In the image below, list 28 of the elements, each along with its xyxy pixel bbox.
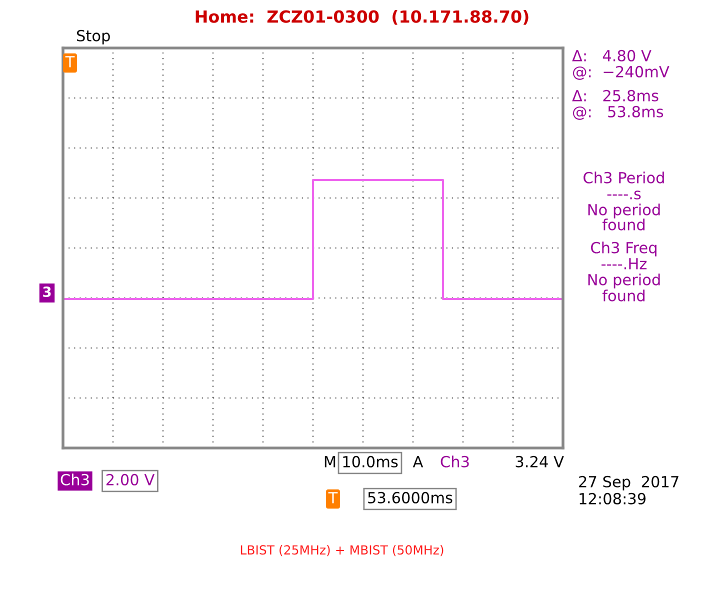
text: ----.Hz bbox=[602, 258, 647, 270]
chart-title: Home: ZCZ01-0300 (10.171.88.70) bbox=[196, 10, 528, 25]
text: found bbox=[602, 218, 645, 230]
text: Ch3 bbox=[440, 456, 469, 468]
text: @: 53.8ms bbox=[573, 106, 664, 120]
text: A bbox=[412, 456, 424, 468]
text: T bbox=[328, 492, 338, 504]
text: T bbox=[65, 56, 75, 68]
series-label: 3 bbox=[43, 286, 51, 298]
text: Δ: 25.8ms bbox=[572, 90, 658, 102]
text: Ch3 Freq bbox=[591, 242, 656, 256]
text: No period bbox=[588, 204, 660, 218]
text: No period bbox=[588, 274, 660, 288]
text: Ch3 bbox=[60, 474, 89, 486]
text: 53.6000ms bbox=[368, 492, 452, 504]
text: @: −240mV bbox=[573, 66, 670, 80]
text: Stop bbox=[77, 30, 110, 44]
text: Ch3 Period bbox=[584, 172, 664, 184]
text: found bbox=[602, 290, 645, 302]
text: LBIST (25MHz) + MBIST (50MHz) bbox=[240, 544, 444, 556]
text: M bbox=[324, 456, 336, 468]
text: 2.00 V bbox=[106, 474, 155, 486]
text: 3.24 V bbox=[516, 456, 564, 468]
text: Δ: 4.80 V bbox=[572, 50, 652, 62]
text: 10.0ms bbox=[343, 456, 398, 468]
text: 12:08:39 bbox=[580, 492, 646, 504]
text: 27 Sep 2017 bbox=[579, 476, 678, 490]
text: ----.s bbox=[607, 190, 641, 200]
